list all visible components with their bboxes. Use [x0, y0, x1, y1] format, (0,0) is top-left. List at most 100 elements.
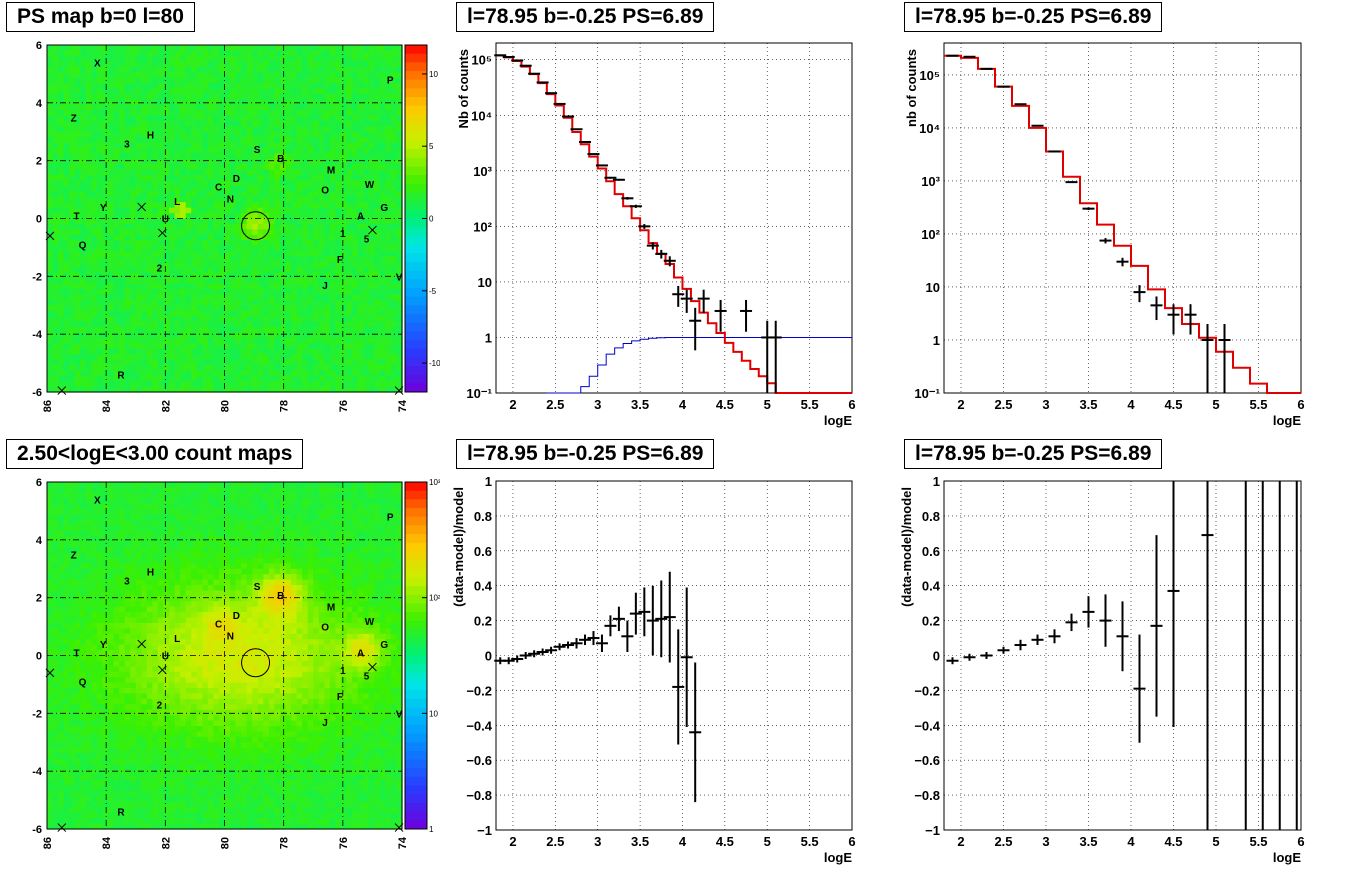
heatmap-cell — [136, 153, 142, 159]
heatmap-cell — [380, 256, 386, 262]
heatmap-cell — [335, 94, 341, 100]
heatmap-cell — [319, 294, 325, 300]
heatmap-cell — [80, 693, 86, 699]
heatmap-cell — [97, 343, 103, 349]
heatmap-cell — [202, 354, 208, 360]
heatmap-cell — [208, 332, 214, 338]
heatmap-cell — [335, 132, 341, 138]
heatmap-cell — [319, 262, 325, 268]
heatmap-cell — [391, 349, 397, 355]
heatmap-cell — [380, 240, 386, 246]
heatmap-cell — [163, 83, 169, 89]
heatmap-cell — [208, 251, 214, 257]
heatmap-cell — [252, 202, 258, 208]
heatmap-cell — [130, 115, 136, 121]
heatmap-cell — [335, 370, 341, 376]
heatmap-cell — [347, 105, 353, 111]
heatmap-cell — [125, 235, 131, 241]
heatmap-cell — [86, 742, 92, 748]
heatmap-cell — [125, 289, 131, 295]
heatmap-cell — [263, 143, 269, 149]
heatmap-cell — [241, 381, 247, 387]
x-tick-label: 4.5 — [1164, 397, 1182, 412]
heatmap-cell — [58, 246, 64, 252]
heatmap-cell — [64, 365, 70, 371]
heatmap-cell — [191, 115, 197, 121]
heatmap-cell — [125, 61, 131, 67]
heatmap-cell — [69, 802, 75, 808]
heatmap-cell — [369, 137, 375, 143]
heatmap-cell — [97, 332, 103, 338]
heatmap-cell — [385, 121, 391, 127]
heatmap-cell — [86, 132, 92, 138]
heatmap-cell — [280, 262, 286, 268]
heatmap-cell — [324, 159, 330, 165]
heatmap-cell — [274, 50, 280, 56]
heatmap-cell — [91, 208, 97, 214]
heatmap-cell — [163, 191, 169, 197]
heatmap-cell — [274, 56, 280, 62]
heatmap-cell — [286, 278, 292, 284]
heatmap-cell — [141, 267, 147, 273]
heatmap-cell — [58, 569, 64, 575]
heatmap-cell — [91, 175, 97, 181]
heatmap-cell — [286, 246, 292, 252]
heatmap-cell — [169, 148, 175, 154]
heatmap-cell — [108, 153, 114, 159]
heatmap-cell — [313, 289, 319, 295]
heatmap-cell — [47, 219, 53, 225]
heatmap-cell — [385, 61, 391, 67]
heatmap-cell — [130, 284, 136, 290]
heatmap-cell — [374, 137, 380, 143]
heatmap-cell — [291, 110, 297, 116]
heatmap-cell — [197, 219, 203, 225]
heatmap-cell — [130, 327, 136, 333]
heatmap-cell — [125, 208, 131, 214]
heatmap-cell — [302, 273, 308, 279]
heatmap-cell — [208, 316, 214, 322]
colorbar-segment — [405, 140, 427, 149]
heatmap-cell — [208, 72, 214, 78]
heatmap-cell — [64, 316, 70, 322]
heatmap-cell — [335, 105, 341, 111]
heatmap-cell — [263, 88, 269, 94]
heatmap-cell — [152, 197, 158, 203]
heatmap-cell — [269, 305, 275, 311]
heatmap-cell — [86, 726, 92, 732]
heatmap-cell — [391, 224, 397, 230]
heatmap-cell — [152, 251, 158, 257]
heatmap-cell — [258, 349, 264, 355]
heatmap-cell — [47, 525, 53, 531]
heatmap-cell — [358, 170, 364, 176]
heatmap-cell — [258, 50, 264, 56]
heatmap-cell — [163, 246, 169, 252]
source-label: Q — [79, 241, 87, 252]
x-tick-label: 4.5 — [716, 397, 734, 412]
heatmap-cell — [125, 305, 131, 311]
heatmap-cell — [114, 300, 120, 306]
heatmap-cell — [269, 137, 275, 143]
heatmap-cell — [180, 126, 186, 132]
heatmap-cell — [130, 72, 136, 78]
heatmap-cell — [175, 294, 181, 300]
heatmap-cell — [197, 83, 203, 89]
heatmap-cell — [152, 332, 158, 338]
heatmap-cell — [236, 191, 242, 197]
heatmap-cell — [53, 585, 59, 591]
heatmap-cell — [269, 311, 275, 317]
heatmap-cell — [297, 105, 303, 111]
heatmap-cell — [69, 354, 75, 360]
heatmap-cell — [302, 300, 308, 306]
heatmap-cell — [147, 235, 153, 241]
heatmap-cell — [58, 251, 64, 257]
heatmap-cell — [119, 105, 125, 111]
heatmap-cell — [369, 170, 375, 176]
heatmap-cell — [119, 61, 125, 67]
heatmap-cell — [64, 284, 70, 290]
heatmap-cell — [175, 359, 181, 365]
heatmap-cell — [102, 327, 108, 333]
heatmap-cell — [64, 612, 70, 618]
heatmap-cell — [136, 240, 142, 246]
heatmap-cell — [213, 153, 219, 159]
heatmap-cell — [308, 94, 314, 100]
